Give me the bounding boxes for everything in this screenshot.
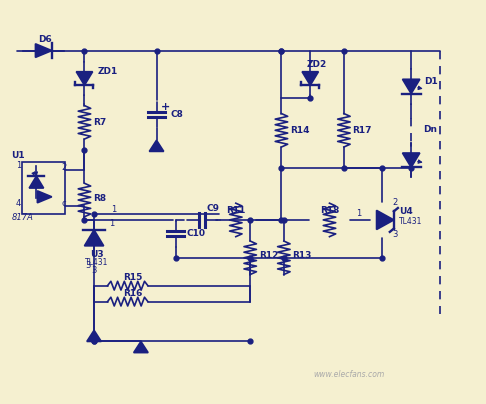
Text: R15: R15 xyxy=(123,273,142,282)
Polygon shape xyxy=(76,72,93,85)
Text: 2: 2 xyxy=(392,198,397,207)
Text: +: + xyxy=(161,102,171,112)
Polygon shape xyxy=(37,191,52,203)
Polygon shape xyxy=(377,210,394,229)
Text: R18: R18 xyxy=(320,206,339,215)
Polygon shape xyxy=(149,140,164,152)
Polygon shape xyxy=(134,341,148,353)
Text: 2: 2 xyxy=(62,163,67,172)
Text: 1: 1 xyxy=(109,219,115,228)
Text: R11: R11 xyxy=(226,206,245,215)
Text: 1: 1 xyxy=(356,209,361,218)
Polygon shape xyxy=(85,230,104,246)
Text: 1: 1 xyxy=(111,205,116,214)
Polygon shape xyxy=(402,79,420,94)
Text: TL431: TL431 xyxy=(399,217,422,226)
Text: D1: D1 xyxy=(425,78,438,86)
Text: R7: R7 xyxy=(93,118,106,127)
Polygon shape xyxy=(402,153,420,167)
Text: Dn: Dn xyxy=(423,125,437,134)
Text: U3: U3 xyxy=(89,250,104,259)
Polygon shape xyxy=(29,176,44,188)
Text: 3: 3 xyxy=(86,261,91,270)
Text: C9: C9 xyxy=(207,204,220,213)
Text: R17: R17 xyxy=(352,126,372,135)
Text: R12: R12 xyxy=(259,251,278,260)
Text: TL431: TL431 xyxy=(85,258,108,267)
Text: R13: R13 xyxy=(293,251,312,260)
Text: R14: R14 xyxy=(290,126,310,135)
Text: 817A: 817A xyxy=(12,213,34,222)
Text: U1: U1 xyxy=(12,151,25,160)
Polygon shape xyxy=(87,330,101,341)
Text: 3: 3 xyxy=(392,229,398,239)
Text: R16: R16 xyxy=(123,288,142,298)
Text: ZD2: ZD2 xyxy=(306,60,327,69)
Polygon shape xyxy=(302,72,318,85)
Text: R8: R8 xyxy=(93,194,106,202)
Text: ZD1: ZD1 xyxy=(98,67,118,76)
Text: 1: 1 xyxy=(16,161,21,170)
Text: U4: U4 xyxy=(399,207,413,216)
Text: C10: C10 xyxy=(186,229,205,238)
Text: 4: 4 xyxy=(16,199,21,208)
Text: C8: C8 xyxy=(171,110,184,119)
Polygon shape xyxy=(35,44,52,57)
Text: 3: 3 xyxy=(92,266,97,275)
Text: c: c xyxy=(62,199,67,208)
Bar xyxy=(22,162,65,214)
Text: www.elecfans.com: www.elecfans.com xyxy=(313,370,384,379)
Text: D6: D6 xyxy=(38,35,52,44)
